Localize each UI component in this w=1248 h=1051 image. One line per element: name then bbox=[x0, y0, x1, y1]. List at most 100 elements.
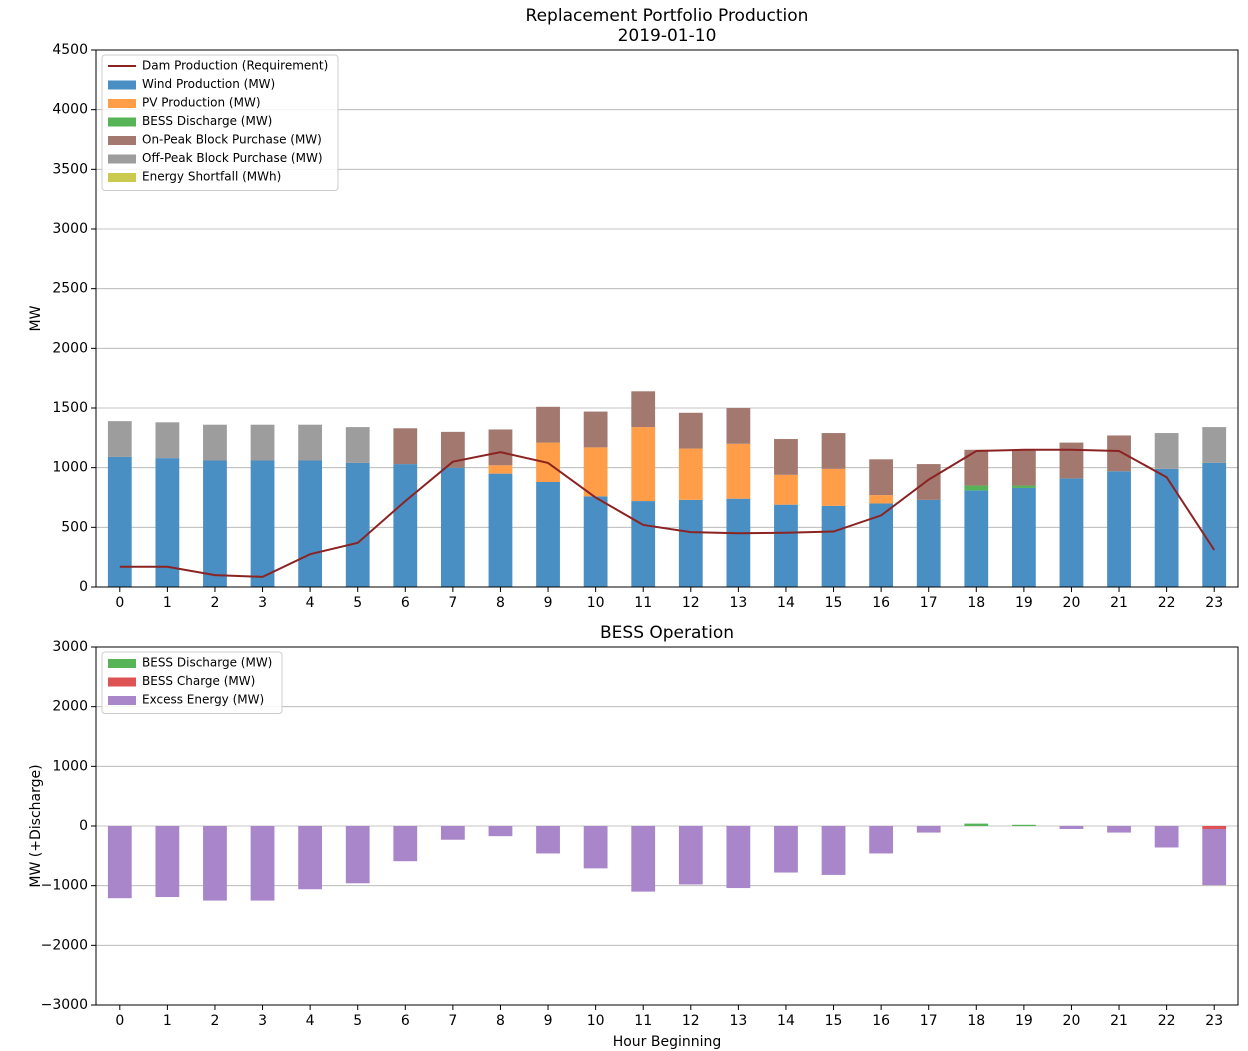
x-tick-label: 9 bbox=[544, 1013, 553, 1029]
bar bbox=[393, 464, 418, 587]
x-tick-label: 3 bbox=[258, 1013, 267, 1029]
bar bbox=[583, 496, 608, 587]
x-tick-label: 22 bbox=[1158, 595, 1176, 611]
bar bbox=[1107, 826, 1131, 833]
bar bbox=[440, 467, 465, 587]
bar bbox=[869, 495, 894, 504]
bar bbox=[869, 826, 894, 854]
bar bbox=[203, 826, 227, 901]
bar bbox=[726, 498, 751, 587]
legend-box bbox=[101, 54, 339, 191]
bar bbox=[107, 421, 132, 457]
legend-label: Excess Energy (MW) bbox=[142, 693, 264, 707]
legend-swatch bbox=[108, 659, 136, 668]
bar bbox=[964, 823, 989, 826]
bar bbox=[1202, 427, 1227, 463]
bar bbox=[1107, 435, 1131, 472]
bar bbox=[678, 412, 703, 449]
legend-swatch bbox=[108, 136, 136, 145]
bar bbox=[916, 826, 941, 833]
x-tick-label: 21 bbox=[1110, 1013, 1128, 1029]
y-tick-label: 1500 bbox=[52, 400, 88, 416]
bar bbox=[678, 499, 703, 587]
y-tick-label: −2000 bbox=[41, 937, 88, 953]
legend-swatch bbox=[108, 173, 136, 182]
x-tick-label: 14 bbox=[777, 595, 795, 611]
x-tick-label: 10 bbox=[587, 1013, 605, 1029]
bar bbox=[298, 460, 323, 587]
bar bbox=[583, 826, 608, 869]
x-tick-label: 2 bbox=[210, 1013, 219, 1029]
x-tick-label: 12 bbox=[682, 1013, 700, 1029]
x-tick-label: 11 bbox=[634, 1013, 652, 1029]
bar bbox=[869, 503, 894, 587]
bar bbox=[916, 464, 941, 500]
chart-title: Replacement Portfolio Production bbox=[526, 6, 809, 26]
plot-frame bbox=[95, 49, 1239, 588]
y-tick-label: −1000 bbox=[41, 878, 88, 894]
legend-label: Off-Peak Block Purchase (MW) bbox=[142, 151, 323, 165]
legend-box bbox=[101, 651, 283, 714]
x-tick-label: 1 bbox=[163, 1013, 172, 1029]
x-tick-label: 15 bbox=[825, 595, 843, 611]
bar bbox=[488, 429, 513, 466]
bar bbox=[298, 826, 323, 890]
x-tick-label: 21 bbox=[1110, 595, 1128, 611]
legend-label: Wind Production (MW) bbox=[142, 77, 275, 91]
x-tick-label: 5 bbox=[353, 1013, 362, 1029]
x-tick-label: 6 bbox=[401, 595, 410, 611]
legend-label: BESS Charge (MW) bbox=[142, 674, 255, 688]
x-tick-label: 10 bbox=[587, 595, 605, 611]
x-tick-label: 13 bbox=[729, 1013, 747, 1029]
legend-label: PV Production (MW) bbox=[142, 96, 261, 110]
bar bbox=[536, 481, 560, 587]
bar bbox=[964, 449, 989, 486]
bar bbox=[964, 490, 989, 587]
x-tick-label: 12 bbox=[682, 595, 700, 611]
bar bbox=[250, 460, 275, 587]
y-tick-label: 1000 bbox=[52, 758, 88, 774]
bar bbox=[821, 826, 846, 875]
bar bbox=[726, 443, 751, 499]
x-tick-label: 8 bbox=[496, 595, 505, 611]
bar bbox=[107, 826, 132, 899]
y-tick-label: 3000 bbox=[52, 221, 88, 237]
x-tick-label: 2 bbox=[210, 595, 219, 611]
bar bbox=[1059, 478, 1084, 587]
legend-label: Dam Production (Requirement) bbox=[142, 59, 328, 73]
line bbox=[119, 448, 1216, 578]
y-tick-label: 0 bbox=[79, 818, 88, 834]
bar bbox=[155, 422, 180, 459]
legend-swatch bbox=[108, 80, 136, 90]
x-tick-label: 7 bbox=[448, 1013, 457, 1029]
bar bbox=[298, 424, 323, 461]
bar bbox=[774, 474, 798, 505]
x-tick-label: 14 bbox=[777, 1013, 795, 1029]
x-tick-label: 8 bbox=[496, 1013, 505, 1029]
x-tick-label: 19 bbox=[1015, 1013, 1033, 1029]
x-tick-label: 13 bbox=[729, 595, 747, 611]
x-axis-label: Hour Beginning bbox=[613, 1034, 722, 1050]
bar bbox=[964, 485, 989, 491]
bar bbox=[250, 424, 275, 461]
y-axis-label: MW bbox=[28, 305, 44, 331]
y-tick-label: −3000 bbox=[41, 997, 88, 1013]
bar bbox=[345, 462, 370, 587]
bar bbox=[1202, 826, 1227, 829]
bar bbox=[440, 431, 465, 468]
bar bbox=[631, 826, 656, 892]
x-tick-label: 23 bbox=[1205, 1013, 1223, 1029]
bar bbox=[1202, 462, 1227, 587]
legend-swatch bbox=[108, 677, 136, 687]
x-tick-label: 5 bbox=[353, 595, 362, 611]
bar bbox=[774, 439, 798, 475]
bar bbox=[678, 448, 703, 500]
bar bbox=[155, 826, 180, 898]
bar bbox=[155, 458, 180, 587]
x-tick-label: 6 bbox=[401, 1013, 410, 1029]
bar bbox=[1154, 826, 1179, 848]
x-tick-label: 18 bbox=[967, 1013, 985, 1029]
bar bbox=[583, 411, 608, 448]
chart-subtitle: 2019-01-10 bbox=[618, 26, 717, 46]
